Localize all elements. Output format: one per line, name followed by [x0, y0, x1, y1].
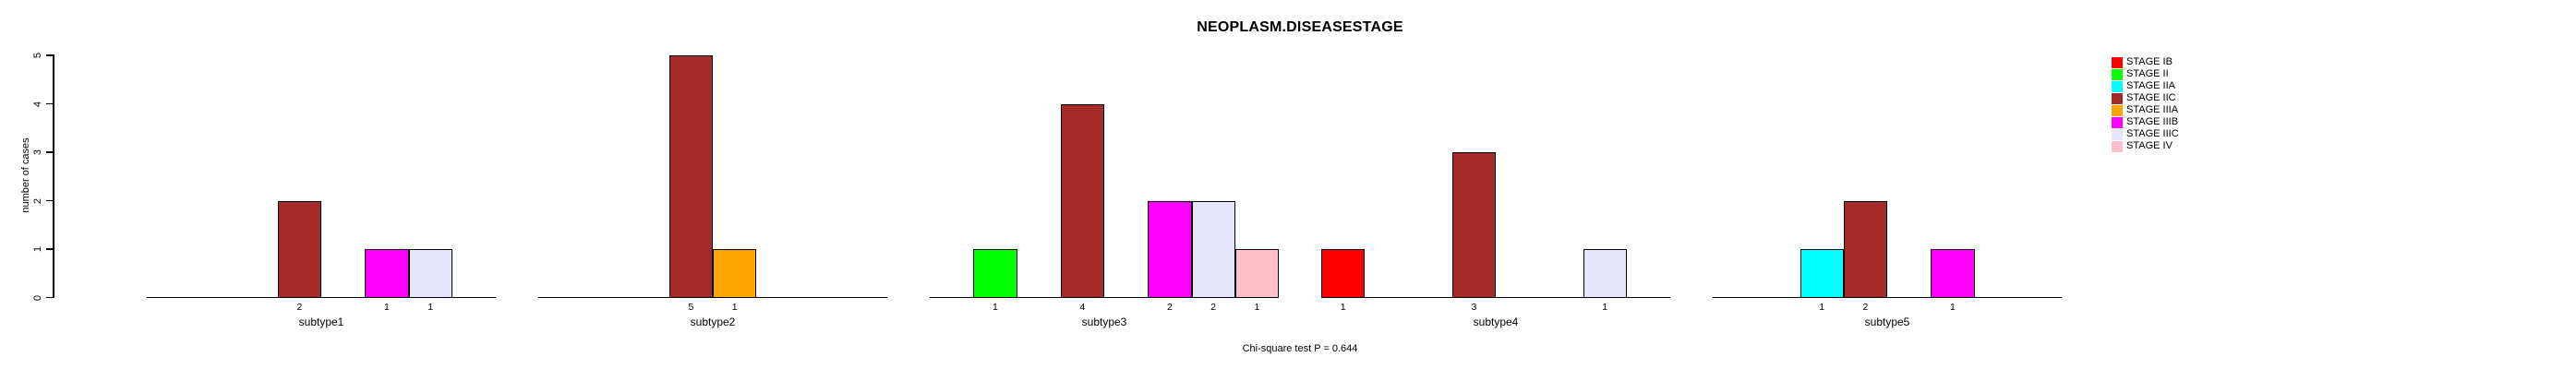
bar-subtype3-stage-iiic	[1191, 200, 1235, 298]
y-tick-mark	[45, 296, 54, 299]
bar-value-label: 1	[1949, 301, 1956, 313]
legend-item-stage-ib: STAGE IB	[2112, 56, 2179, 68]
bar-value-label: 2	[1862, 301, 1869, 313]
legend-swatch-stage-ib	[2112, 56, 2123, 68]
bar-subtype5-stage-iic	[1843, 200, 1887, 298]
legend-label: STAGE IIA	[2126, 80, 2175, 91]
bar-subtype3-stage-iiib	[1148, 200, 1192, 298]
y-axis-line	[53, 54, 54, 299]
legend-swatch-stage-iiic	[2112, 128, 2123, 140]
bar-value-label: 1	[427, 301, 434, 313]
legend-item-stage-iv: STAGE IV	[2112, 140, 2179, 152]
bar-value-label: 1	[383, 301, 390, 313]
bar-subtype1-stage-iiic	[408, 249, 452, 298]
bar-value-label: 2	[1210, 301, 1217, 313]
group-label-subtype5: subtype5	[1864, 315, 1910, 328]
y-tick-mark	[45, 199, 54, 202]
legend-item-stage-ii: STAGE II	[2112, 68, 2179, 80]
legend-label: STAGE IV	[2126, 140, 2173, 151]
x-axis-baseline	[930, 296, 1279, 299]
chart-title: NEOPLASM.DISEASESTAGE	[1197, 19, 1403, 35]
legend-swatch-stage-iia	[2112, 80, 2123, 92]
legend-label: STAGE IIIA	[2126, 104, 2179, 115]
y-tick-label: 4	[32, 101, 43, 107]
legend-label: STAGE IB	[2126, 56, 2173, 67]
bar-subtype1-stage-iiib	[365, 249, 409, 298]
group-label-subtype2: subtype2	[690, 315, 736, 328]
bar-value-label: 1	[992, 301, 998, 313]
bar-value-label: 2	[1166, 301, 1173, 313]
x-axis-baseline	[147, 296, 496, 299]
bar-value-label: 1	[1819, 301, 1825, 313]
y-tick-mark	[45, 54, 54, 56]
legend-label: STAGE IIIC	[2126, 128, 2179, 139]
bar-subtype5-stage-iia	[1800, 249, 1844, 298]
bar-value-label: 1	[1254, 301, 1260, 313]
bar-value-label: 1	[1602, 301, 1608, 313]
y-tick-mark	[45, 151, 54, 153]
bar-subtype1-stage-iic	[277, 200, 321, 298]
chi-square-footnote: Chi-square test P = 0.644	[1242, 343, 1358, 354]
y-tick-label: 3	[32, 149, 43, 156]
legend-item-stage-iiia: STAGE IIIA	[2112, 104, 2179, 116]
y-tick-label: 5	[32, 52, 43, 59]
legend-swatch-stage-iv	[2112, 140, 2123, 152]
bar-value-label: 3	[1471, 301, 1477, 313]
legend-label: STAGE IIIB	[2126, 116, 2179, 127]
bar-value-label: 2	[296, 301, 303, 313]
bar-value-label: 1	[1340, 301, 1346, 313]
x-axis-baseline	[1713, 296, 2062, 299]
y-axis-label: number of cases	[20, 137, 31, 213]
y-tick-mark	[45, 102, 54, 105]
legend: STAGE IB STAGE II STAGE IIA STAGE IIC STAGE …	[2112, 56, 2179, 152]
legend-item-stage-iiic: STAGE IIIC	[2112, 128, 2179, 140]
y-tick-label: 1	[32, 245, 43, 253]
legend-item-stage-iia: STAGE IIA	[2112, 80, 2179, 92]
group-label-subtype4: subtype4	[1473, 315, 1519, 328]
group-label-subtype3: subtype3	[1081, 315, 1127, 328]
bar-value-label: 1	[731, 301, 738, 313]
y-tick-label: 2	[32, 197, 43, 204]
bar-value-label: 4	[1079, 301, 1086, 313]
legend-item-stage-iiib: STAGE IIIB	[2112, 116, 2179, 128]
y-tick-mark	[45, 248, 54, 250]
bar-subtype3-stage-ii	[973, 249, 1017, 298]
legend-item-stage-iic: STAGE IIC	[2112, 92, 2179, 104]
x-axis-baseline	[1321, 296, 1670, 299]
bar-subtype3-stage-iv	[1234, 249, 1279, 298]
y-tick-label: 0	[32, 294, 43, 301]
bar-subtype3-stage-iic	[1060, 103, 1104, 298]
group-label-subtype1: subtype1	[298, 315, 344, 328]
legend-label: STAGE IIC	[2126, 92, 2176, 103]
legend-swatch-stage-iiib	[2112, 116, 2123, 128]
bar-subtype4-stage-ib	[1321, 249, 1366, 298]
bar-value-label: 5	[688, 301, 694, 313]
bar-subtype2-stage-iiia	[713, 249, 757, 298]
bar-subtype4-stage-iic	[1451, 152, 1496, 298]
bar-subtype5-stage-iiib	[1931, 249, 1975, 298]
legend-swatch-stage-iiia	[2112, 104, 2123, 116]
legend-label: STAGE II	[2126, 68, 2169, 79]
legend-swatch-stage-iic	[2112, 92, 2123, 104]
bar-subtype2-stage-iic	[668, 55, 713, 298]
legend-swatch-stage-ii	[2112, 68, 2123, 80]
bar-subtype4-stage-iiic	[1583, 249, 1627, 298]
